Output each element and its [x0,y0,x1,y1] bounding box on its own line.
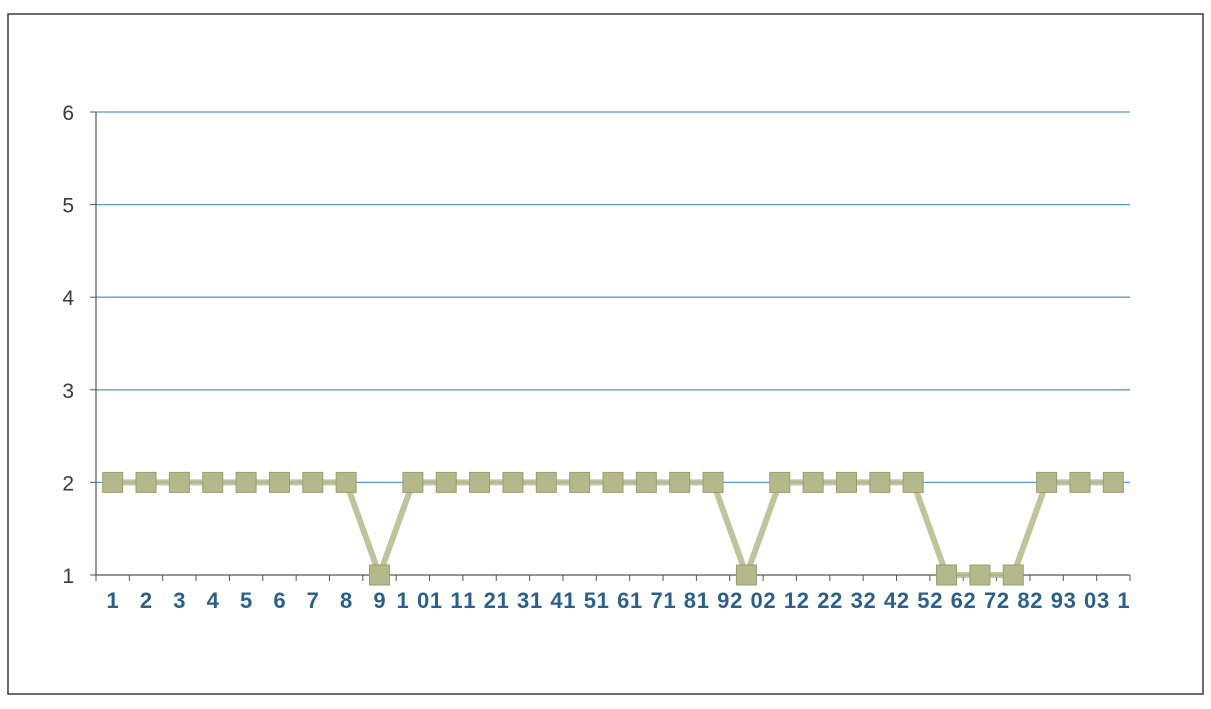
x-tick-label: 2 [140,588,152,613]
x-tick-label: 5 [240,588,252,613]
data-point [903,472,923,492]
y-tick-label: 4 [62,287,74,310]
data-point [370,565,390,585]
data-point [436,472,456,492]
data-point [770,472,790,492]
y-tick-label: 1 [62,565,74,588]
data-point [636,472,656,492]
data-point [670,472,690,492]
data-point [703,472,723,492]
x-tick-label: 7 [307,588,319,613]
data-point [870,472,890,492]
x-tick-label: 8 [340,588,352,613]
data-point [1070,472,1090,492]
data-point [269,472,289,492]
x-tick-label: 6 [273,588,285,613]
x-tick-label: 3 [173,588,185,613]
data-point [603,472,623,492]
data-point [536,472,556,492]
data-point [203,472,223,492]
data-point [403,472,423,492]
y-tick-label: 6 [62,102,74,125]
data-point [236,472,256,492]
data-point [1003,565,1023,585]
data-point [736,565,756,585]
data-point [937,565,957,585]
data-point [570,472,590,492]
data-point [103,472,123,492]
y-tick-label: 5 [62,195,74,218]
data-point [1103,472,1123,492]
data-point [136,472,156,492]
data-point [1037,472,1057,492]
x-tick-label: 9 [373,588,385,613]
data-point [303,472,323,492]
y-tick-label: 2 [62,472,74,495]
data-point [970,565,990,585]
data-point [169,472,189,492]
y-tick-label: 3 [62,380,74,403]
data-point [470,472,490,492]
data-point [836,472,856,492]
x-tick-label: 1 [107,588,119,613]
x-tick-label: 4 [207,588,220,613]
data-point [503,472,523,492]
data-point [336,472,356,492]
data-point [803,472,823,492]
